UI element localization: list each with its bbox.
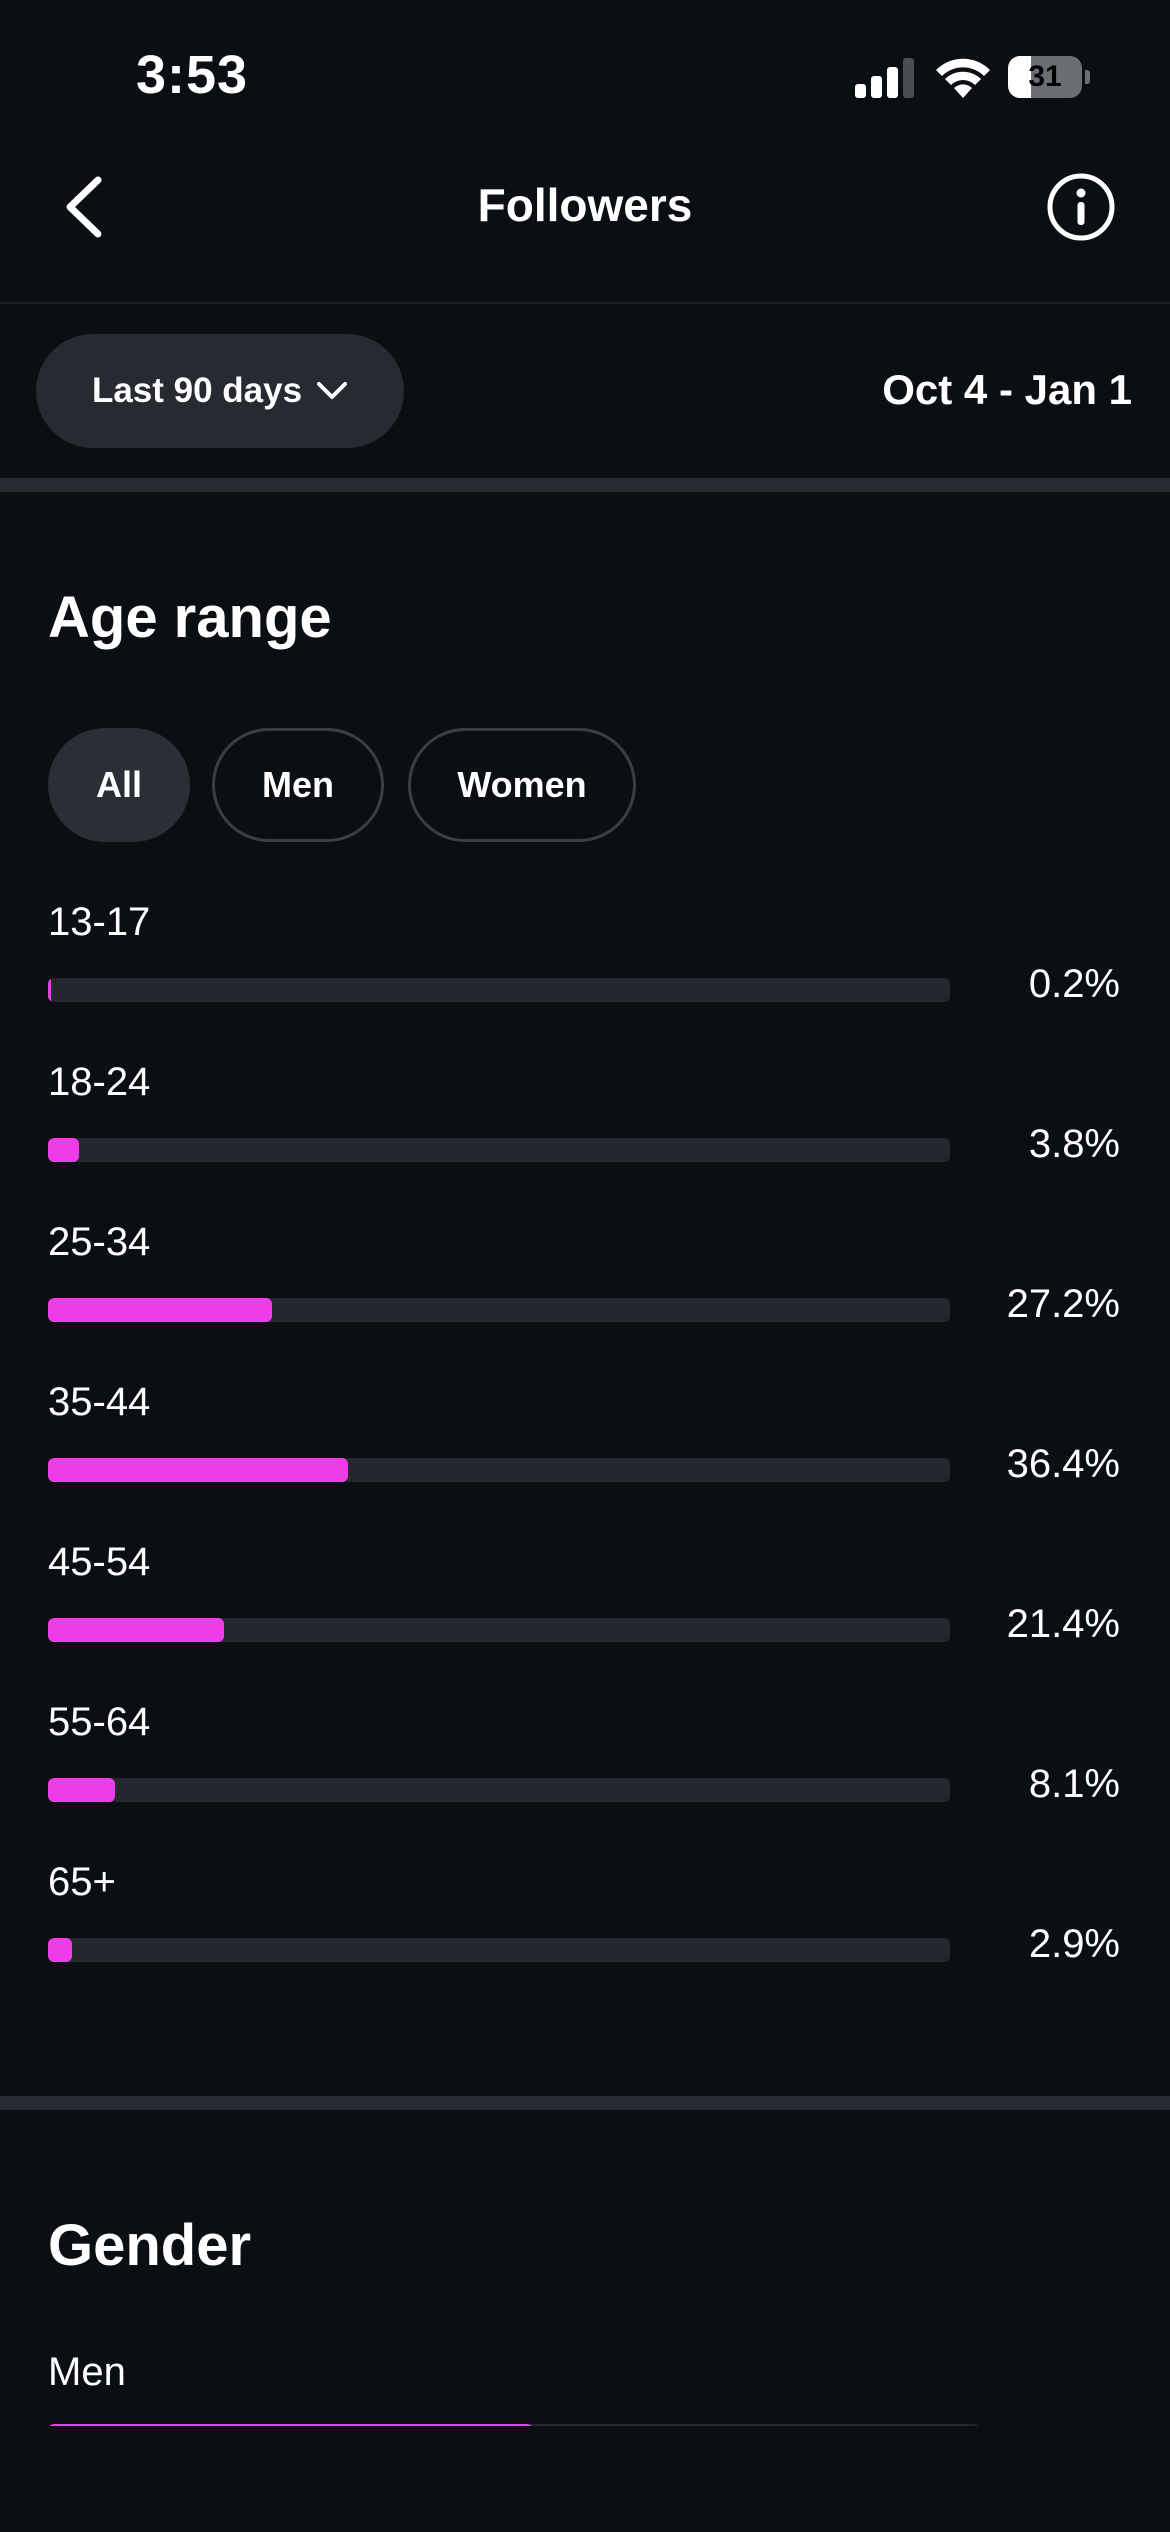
segment-women[interactable]: Women: [408, 728, 636, 842]
gender-title: Gender: [48, 2213, 252, 2278]
info-icon[interactable]: [1046, 172, 1116, 242]
battery-icon: 31: [1008, 56, 1090, 98]
date-range: Oct 4 - Jan 1: [882, 366, 1132, 413]
filter-bar: Last 90 days Oct 4 - Jan 1: [0, 304, 1170, 476]
age-label: 25-34: [48, 1220, 151, 1264]
gender-label-men: Men: [48, 2350, 126, 2394]
age-label: 55-64: [48, 1700, 151, 1744]
chevron-left-icon[interactable]: [58, 172, 114, 242]
age-percentage: 0.2%: [1028, 962, 1120, 1006]
age-percentage: 27.2%: [1006, 1282, 1120, 1326]
nav-bar: Followers: [0, 150, 1170, 304]
age-bar-fill: [48, 1138, 80, 1162]
bottom-area: [0, 2426, 1170, 2532]
age-bar-track: [48, 1938, 950, 1962]
wifi-icon: [936, 58, 990, 98]
age-label: 65+: [48, 1860, 116, 1904]
period-dropdown[interactable]: Last 90 days: [36, 334, 404, 448]
age-percentage: 21.4%: [1006, 1602, 1120, 1646]
status-bar: 3:53 31: [0, 0, 1170, 150]
age-label: 13-17: [48, 900, 151, 944]
age-bar-track: [48, 1778, 950, 1802]
age-bar-fill: [48, 1298, 273, 1322]
age-percentage: 8.1%: [1028, 1762, 1120, 1806]
age-percentage: 2.9%: [1028, 1922, 1120, 1966]
section-divider: [0, 478, 1170, 492]
segment-all[interactable]: All: [48, 728, 190, 842]
age-bar-fill: [48, 1458, 349, 1482]
age-label: 45-54: [48, 1540, 151, 1584]
battery-level: 31: [1028, 60, 1062, 93]
section-divider: [0, 2096, 1170, 2110]
age-bar-fill: [48, 1938, 72, 1962]
age-bar-track: [48, 1298, 950, 1322]
age-bar-track: [48, 1618, 950, 1642]
age-bar-fill: [48, 978, 51, 1002]
age-range-title: Age range: [48, 585, 332, 650]
segment-men[interactable]: Men: [212, 728, 384, 842]
age-bar-track: [48, 978, 950, 1002]
cellular-signal-icon: [855, 58, 914, 98]
age-bar-track: [48, 1138, 950, 1162]
age-percentage: 3.8%: [1028, 1122, 1120, 1166]
chevron-down-icon: [317, 382, 348, 399]
status-time: 3:53: [136, 45, 249, 105]
age-label: 35-44: [48, 1380, 151, 1424]
age-percentage: 36.4%: [1006, 1442, 1120, 1486]
age-label: 18-24: [48, 1060, 151, 1104]
age-bar-fill: [48, 1778, 115, 1802]
age-bar-fill: [48, 1618, 225, 1642]
age-bar-track: [48, 1458, 950, 1482]
page-title: Followers: [477, 179, 693, 231]
period-label: Last 90 days: [91, 371, 303, 410]
